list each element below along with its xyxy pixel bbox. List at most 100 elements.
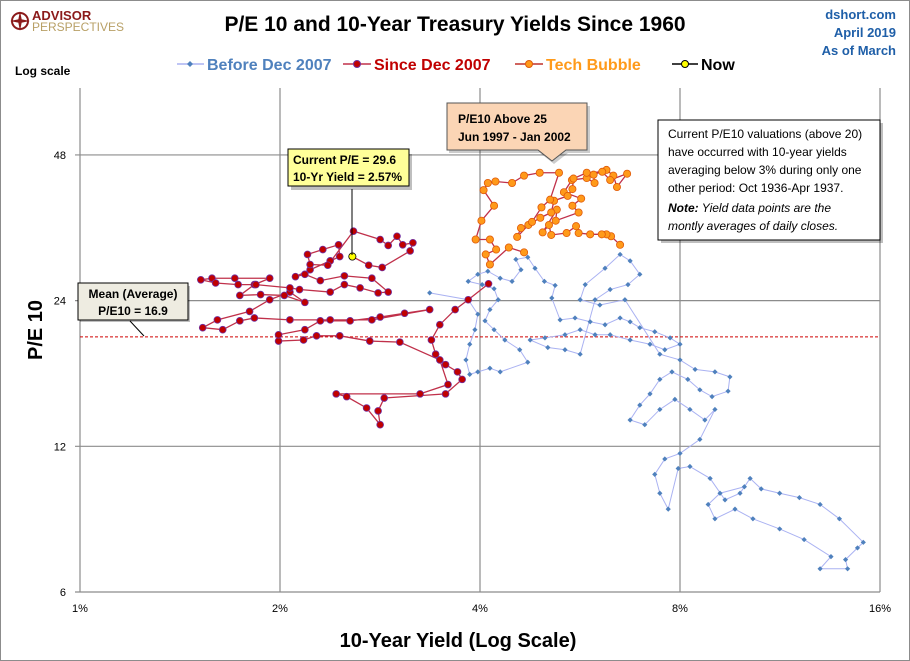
site-label: dshort.com — [825, 7, 896, 22]
tech-title: P/E10 Above 25 — [458, 112, 547, 126]
data-point — [458, 375, 466, 384]
data-point — [557, 317, 563, 323]
data-point — [427, 290, 433, 296]
data-point — [555, 168, 564, 177]
data-point — [291, 272, 300, 281]
log-scale-label: Log scale — [15, 64, 71, 78]
data-point — [356, 284, 364, 292]
data-point — [436, 320, 444, 329]
mean-title: Mean (Average) — [89, 287, 178, 301]
data-point — [672, 396, 678, 403]
legend-since-label: Since Dec 2007 — [374, 57, 491, 74]
chart-title: P/E 10 and 10-Year Treasury Yields Since… — [224, 13, 685, 36]
data-point — [368, 316, 376, 324]
data-point — [340, 280, 349, 289]
data-point — [652, 471, 658, 477]
data-point — [552, 282, 558, 289]
current-pe-text: Current P/E = 29.6 — [293, 153, 396, 167]
note-line1: Current P/E10 valuations (above 20) — [668, 127, 862, 141]
data-point — [513, 232, 522, 241]
data-point — [687, 463, 693, 470]
data-point — [592, 297, 598, 303]
data-point — [623, 169, 632, 178]
data-point — [463, 357, 469, 363]
data-point — [400, 309, 409, 318]
data-point — [574, 229, 583, 238]
data-point — [542, 335, 548, 341]
data-point — [335, 252, 344, 261]
data-point — [198, 323, 207, 332]
data-point — [551, 216, 560, 225]
legend-circle-icon — [681, 60, 689, 68]
data-point — [299, 336, 308, 344]
data-point — [374, 289, 382, 297]
data-point — [547, 208, 556, 217]
data-point — [301, 298, 309, 307]
data-point — [453, 368, 462, 376]
legend-circle-icon — [353, 60, 361, 68]
legend-before: Before Dec 2007 — [177, 57, 332, 74]
data-point — [475, 271, 481, 277]
current-pe-callout: Current P/E = 29.6 10-Yr Yield = 2.57% — [287, 148, 412, 255]
data-point — [842, 556, 849, 563]
data-point — [602, 322, 608, 328]
data-point — [485, 260, 494, 269]
data-point — [520, 248, 529, 257]
data-point — [598, 167, 607, 176]
data-point — [652, 329, 658, 335]
tech-range: Jun 1997 - Jan 2002 — [458, 130, 571, 144]
data-point — [712, 406, 718, 413]
data-point — [303, 250, 312, 259]
data-point — [250, 314, 259, 322]
data-point — [516, 224, 525, 233]
data-point — [312, 332, 321, 340]
data-point — [705, 501, 711, 508]
data-point — [697, 436, 703, 443]
data-point — [546, 195, 555, 204]
data-point — [492, 245, 501, 254]
data-point — [425, 305, 434, 314]
data-point — [409, 239, 417, 247]
data-point — [612, 183, 621, 192]
data-point — [577, 297, 583, 303]
data-point — [702, 417, 708, 423]
data-point — [393, 232, 401, 241]
x-axis-label: 10-Year Yield (Log Scale) — [340, 630, 577, 652]
data-point — [218, 325, 227, 334]
legend-before-label: Before Dec 2007 — [207, 57, 332, 74]
data-point — [532, 265, 538, 271]
data-point — [378, 263, 386, 272]
data-point — [732, 506, 738, 512]
data-point — [256, 290, 265, 299]
data-point — [606, 176, 615, 185]
x-tick-label: 8% — [672, 603, 688, 615]
data-point — [627, 258, 633, 264]
data-point — [607, 286, 613, 293]
data-point — [574, 208, 583, 217]
data-point — [406, 247, 414, 255]
data-point — [607, 332, 613, 338]
data-point — [234, 280, 242, 289]
data-point — [464, 295, 473, 304]
data-point — [295, 285, 304, 294]
data-point — [482, 318, 488, 324]
data-point — [384, 288, 393, 296]
data-point — [502, 337, 508, 343]
data-point — [587, 319, 593, 325]
data-point — [274, 337, 283, 345]
data-point — [441, 390, 450, 398]
y-tick-label: 24 — [54, 296, 66, 308]
data-point — [722, 497, 728, 503]
data-point — [323, 261, 332, 270]
data-point — [562, 347, 568, 353]
current-yield-text: 10-Yr Yield = 2.57% — [293, 170, 402, 184]
as-of-label: As of March — [822, 43, 896, 58]
data-point — [568, 185, 577, 194]
data-point — [677, 341, 683, 347]
data-point — [396, 338, 404, 346]
data-point — [577, 327, 583, 333]
data-point — [854, 545, 861, 551]
note-line2: have occurred with 10-year yields — [668, 145, 847, 159]
data-point — [582, 168, 591, 177]
